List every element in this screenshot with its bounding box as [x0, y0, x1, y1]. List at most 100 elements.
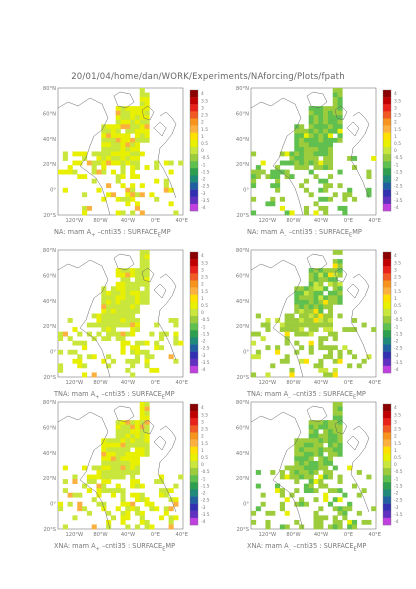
- field-cell: [101, 483, 107, 489]
- field-cell: [101, 151, 107, 157]
- field-cell: [299, 124, 305, 130]
- field-cell: [168, 519, 174, 525]
- field-cell: [158, 474, 165, 480]
- field-cell: [139, 447, 145, 453]
- field-cell: [110, 169, 116, 175]
- field-cell: [130, 479, 136, 484]
- colorbar-label: -2: [394, 177, 399, 183]
- field-cell: [77, 160, 83, 166]
- field-cell: [125, 506, 131, 512]
- field-cell: [120, 488, 126, 494]
- field-cell: [106, 447, 112, 453]
- colorbar-label: -2.5: [394, 346, 403, 352]
- field-cell: [313, 515, 319, 521]
- field-cell: [299, 331, 305, 337]
- field-cell: [139, 124, 145, 130]
- field-cell: [139, 451, 145, 457]
- field-cell: [255, 354, 261, 360]
- field-cell: [134, 354, 141, 360]
- field-cell: [125, 268, 131, 273]
- field-cell: [163, 183, 169, 189]
- field-cell: [154, 165, 160, 170]
- field-cell: [125, 340, 131, 346]
- field-cell: [101, 142, 107, 148]
- colorbar-label: 3: [201, 105, 204, 111]
- field-cell: [106, 363, 112, 369]
- field-cell: [337, 259, 343, 264]
- field-cell: [327, 156, 334, 161]
- field-cell: [347, 156, 353, 161]
- field-cell: [72, 340, 78, 346]
- colorbar-swatch: [383, 259, 391, 267]
- field-cell: [134, 465, 141, 471]
- field-cell: [299, 295, 305, 301]
- field-cell: [125, 429, 131, 435]
- field-cell: [139, 295, 145, 301]
- field-cell: [332, 442, 338, 448]
- field-cell: [120, 124, 126, 130]
- colorbar-swatch: [190, 280, 198, 288]
- field-cell: [308, 304, 314, 310]
- map-panel-6: 80°N 60°N 40°N 20°N 0° 20°S 120°W 80°W 40°W 0°E 40…: [236, 400, 416, 552]
- field-cell: [130, 304, 136, 310]
- field-cell: [106, 451, 112, 457]
- field-cell: [101, 358, 107, 364]
- field-cell: [101, 451, 107, 457]
- field-cell: [110, 447, 116, 453]
- field-cell: [72, 349, 78, 355]
- field-cell: [91, 474, 97, 480]
- field-cell: [313, 447, 319, 453]
- caption-part: –: [284, 232, 287, 239]
- field-cell: [115, 299, 121, 305]
- field-cell: [318, 133, 324, 139]
- field-cell: [125, 358, 131, 364]
- lon-tick-label: 40°E: [176, 532, 188, 538]
- field-cell: [120, 183, 126, 189]
- field-cell: [91, 497, 97, 503]
- field-cell: [337, 415, 343, 421]
- field-cell: [332, 92, 338, 98]
- field-cell: [77, 363, 83, 369]
- caption-part: E: [349, 232, 353, 239]
- field-cell: [332, 524, 338, 530]
- field-cell: [115, 160, 121, 166]
- field-cell: [318, 519, 324, 525]
- field-cell: [294, 451, 300, 457]
- colorbar-swatch: [383, 453, 391, 462]
- field-cell: [342, 192, 348, 198]
- field-cell: [251, 354, 257, 360]
- colorbar-frame: [382, 89, 392, 212]
- field-cell: [332, 429, 338, 435]
- field-cell: [313, 304, 319, 310]
- field-cell: [144, 358, 150, 364]
- field-cell: [275, 318, 281, 323]
- field-cell: [265, 345, 271, 351]
- field-cell: [110, 286, 116, 292]
- field-cell: [371, 506, 377, 512]
- colorbar-swatch: [383, 446, 391, 455]
- colorbar-label: -4: [201, 205, 206, 211]
- field-cell: [299, 438, 305, 444]
- field-cell: [120, 110, 126, 116]
- field-cell: [318, 313, 324, 319]
- field-cell: [303, 304, 309, 310]
- colorbar-swatch: [383, 496, 391, 504]
- field-cell: [168, 169, 174, 175]
- field-cell: [308, 272, 314, 278]
- caption-part: E: [161, 394, 165, 401]
- field-cell: [120, 349, 126, 355]
- field-cell: [96, 488, 102, 494]
- field-cell: [130, 318, 136, 323]
- field-cell: [303, 483, 309, 489]
- field-cell: [318, 281, 324, 287]
- field-cell: [130, 438, 136, 444]
- field-cell: [347, 519, 353, 525]
- colorbar-swatch: [190, 404, 198, 412]
- field-cell: [323, 137, 329, 143]
- colorbar-label: 2.5: [394, 427, 401, 433]
- field-cell: [115, 488, 121, 494]
- field-cell: [134, 268, 141, 273]
- colorbar-label: 1.5: [394, 289, 401, 295]
- field-cell: [134, 174, 141, 180]
- field-cell: [313, 363, 319, 369]
